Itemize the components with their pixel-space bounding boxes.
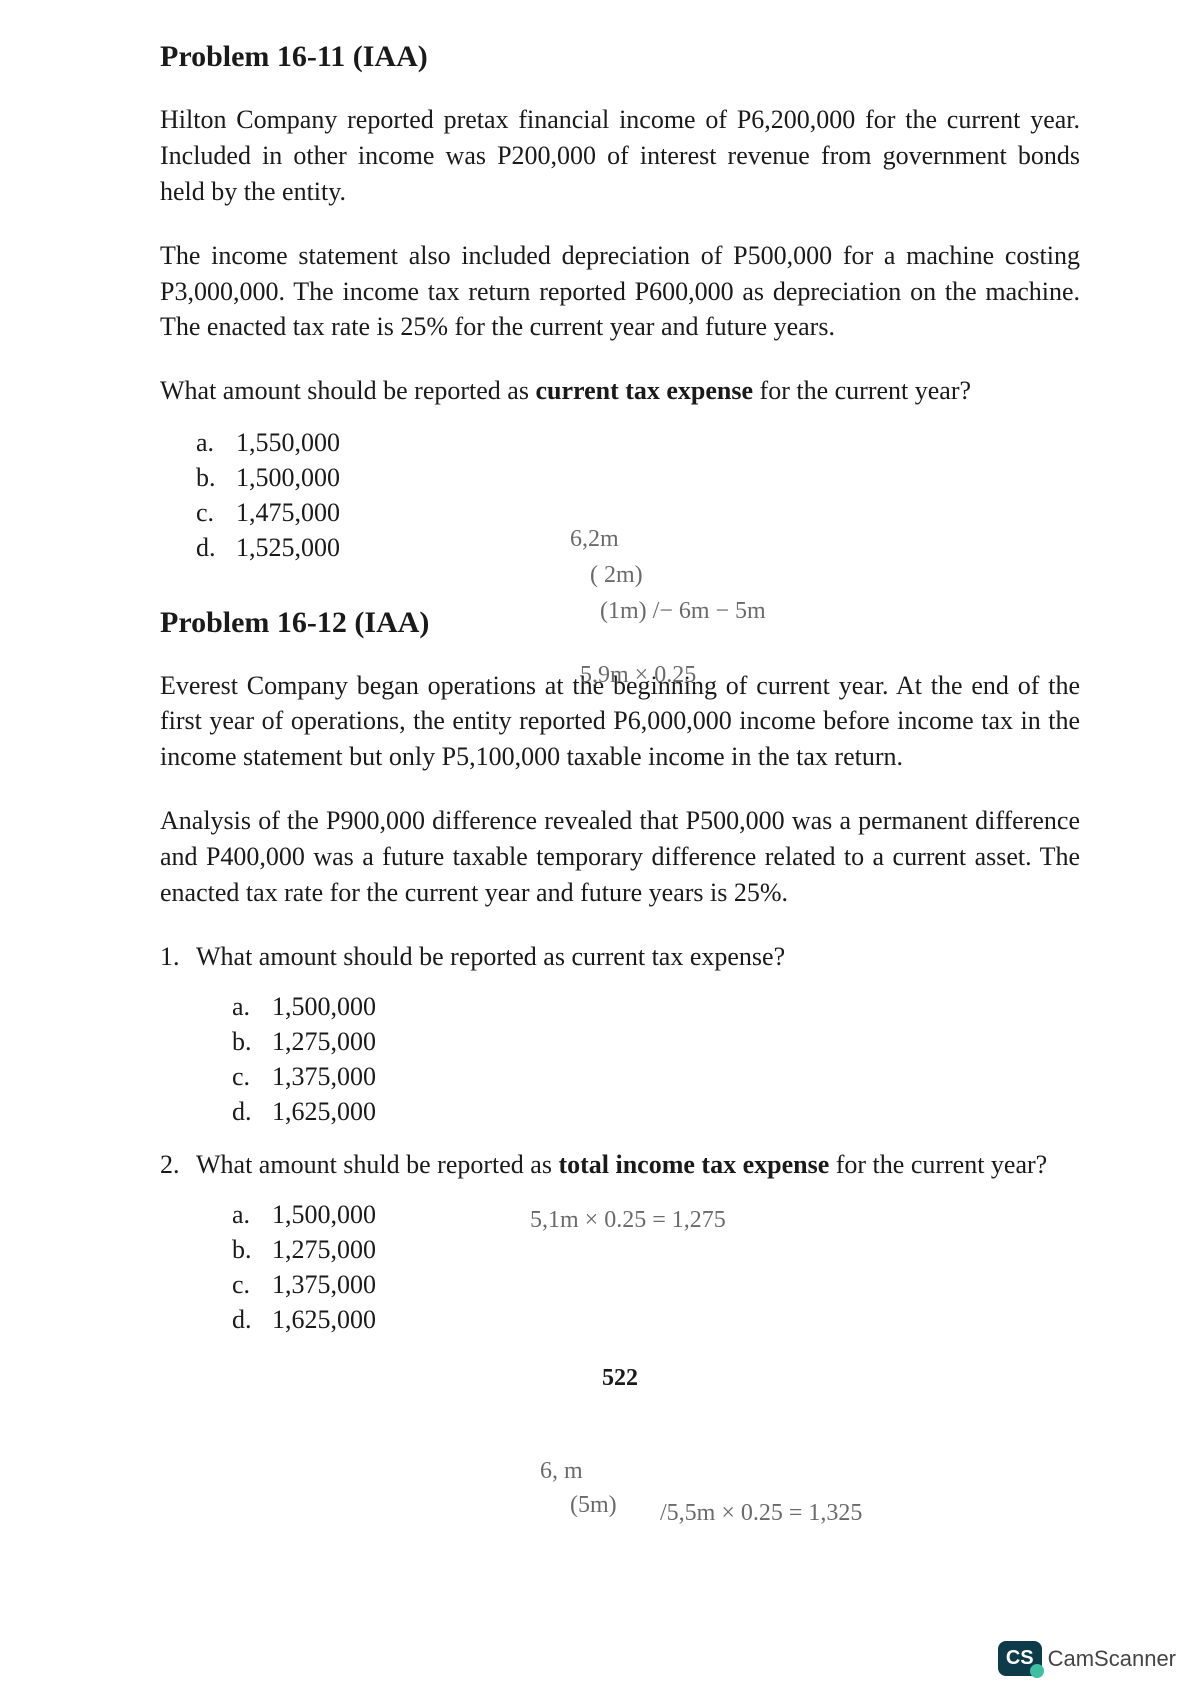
option-row: d.1,625,000 (232, 1302, 1080, 1337)
option-letter: c. (232, 1059, 272, 1094)
option-row: c.1,375,000 (232, 1059, 1080, 1094)
sub-question-num: 2. (160, 1147, 196, 1183)
option-value: 1,375,000 (272, 1267, 376, 1302)
q2-tail: for the current year? (829, 1150, 1047, 1179)
option-value: 1,500,000 (236, 460, 340, 495)
option-value: 1,625,000 (272, 1302, 376, 1337)
option-letter: b. (232, 1024, 272, 1059)
problem2-q1-options: a.1,500,000 b.1,275,000 c.1,375,000 d.1,… (232, 989, 1080, 1129)
camscanner-badge-icon: CS (998, 1641, 1042, 1676)
problem1-question-tail: for the current year? (753, 376, 971, 405)
option-letter: c. (196, 495, 236, 530)
option-row: b.1,500,000 (196, 460, 1080, 495)
problem1-para1: Hilton Company reported pretax financial… (160, 102, 1080, 210)
option-letter: b. (196, 460, 236, 495)
option-letter: a. (196, 425, 236, 460)
option-row: b.1,275,000 (232, 1024, 1080, 1059)
option-letter: d. (232, 1302, 272, 1337)
option-letter: b. (232, 1232, 272, 1267)
q2-bold: total income tax expense (558, 1150, 829, 1179)
option-letter: c. (232, 1267, 272, 1302)
option-value: 1,550,000 (236, 425, 340, 460)
problem1-para2: The income statement also included depre… (160, 238, 1080, 346)
problem2-para2: Analysis of the P900,000 difference reve… (160, 803, 1080, 911)
problem1-question-lead: What amount should be reported as (160, 376, 535, 405)
option-value: 1,475,000 (236, 495, 340, 530)
handwriting-note: ( 2m) (590, 560, 643, 591)
problem-title-1: Problem 16-11 (IAA) (160, 40, 1080, 74)
problem1-options: a.1,550,000 b.1,500,000 c.1,475,000 d.1,… (196, 425, 1080, 565)
sub-question-text: What amount should be reported as curren… (196, 939, 1080, 975)
option-letter: d. (232, 1094, 272, 1129)
problem1-question: What amount should be reported as curren… (160, 373, 1080, 409)
option-letter: a. (232, 1197, 272, 1232)
option-value: 1,275,000 (272, 1024, 376, 1059)
problem2-q2: 2. What amount shuld be reported as tota… (160, 1147, 1080, 1183)
problem2-q1: 1. What amount should be reported as cur… (160, 939, 1080, 975)
option-value: 1,625,000 (272, 1094, 376, 1129)
option-letter: d. (196, 530, 236, 565)
handwriting-note: 5,1m × 0.25 = 1,275 (530, 1205, 726, 1236)
option-value: 1,500,000 (272, 989, 376, 1024)
option-value: 1,525,000 (236, 530, 340, 565)
option-row: d.1,625,000 (232, 1094, 1080, 1129)
option-letter: a. (232, 989, 272, 1024)
handwriting-note: 6,2m (570, 524, 619, 555)
option-value: 1,275,000 (272, 1232, 376, 1267)
handwriting-note: 5,9m × 0.25 (580, 660, 696, 691)
handwriting-note: (1m) /− 6m − 5m (600, 596, 766, 627)
sub-question-text: What amount shuld be reported as total i… (196, 1147, 1080, 1183)
option-value: 1,375,000 (272, 1059, 376, 1094)
handwriting-note: (5m) (570, 1490, 617, 1521)
sub-question-num: 1. (160, 939, 196, 975)
camscanner-watermark: CS CamScanner (998, 1641, 1176, 1676)
problem1-question-bold: current tax expense (535, 376, 753, 405)
camscanner-text: CamScanner (1048, 1646, 1176, 1672)
option-row: a.1,550,000 (196, 425, 1080, 460)
handwriting-note: 6, m (540, 1456, 583, 1487)
q2-lead: What amount shuld be reported as (196, 1150, 558, 1179)
handwriting-note: /5,5m × 0.25 = 1,325 (660, 1498, 862, 1529)
option-row: a.1,500,000 (232, 989, 1080, 1024)
option-row: b.1,275,000 (232, 1232, 1080, 1267)
option-row: c.1,375,000 (232, 1267, 1080, 1302)
option-value: 1,500,000 (272, 1197, 376, 1232)
page-number: 522 (160, 1365, 1080, 1392)
option-row: c.1,475,000 (196, 495, 1080, 530)
